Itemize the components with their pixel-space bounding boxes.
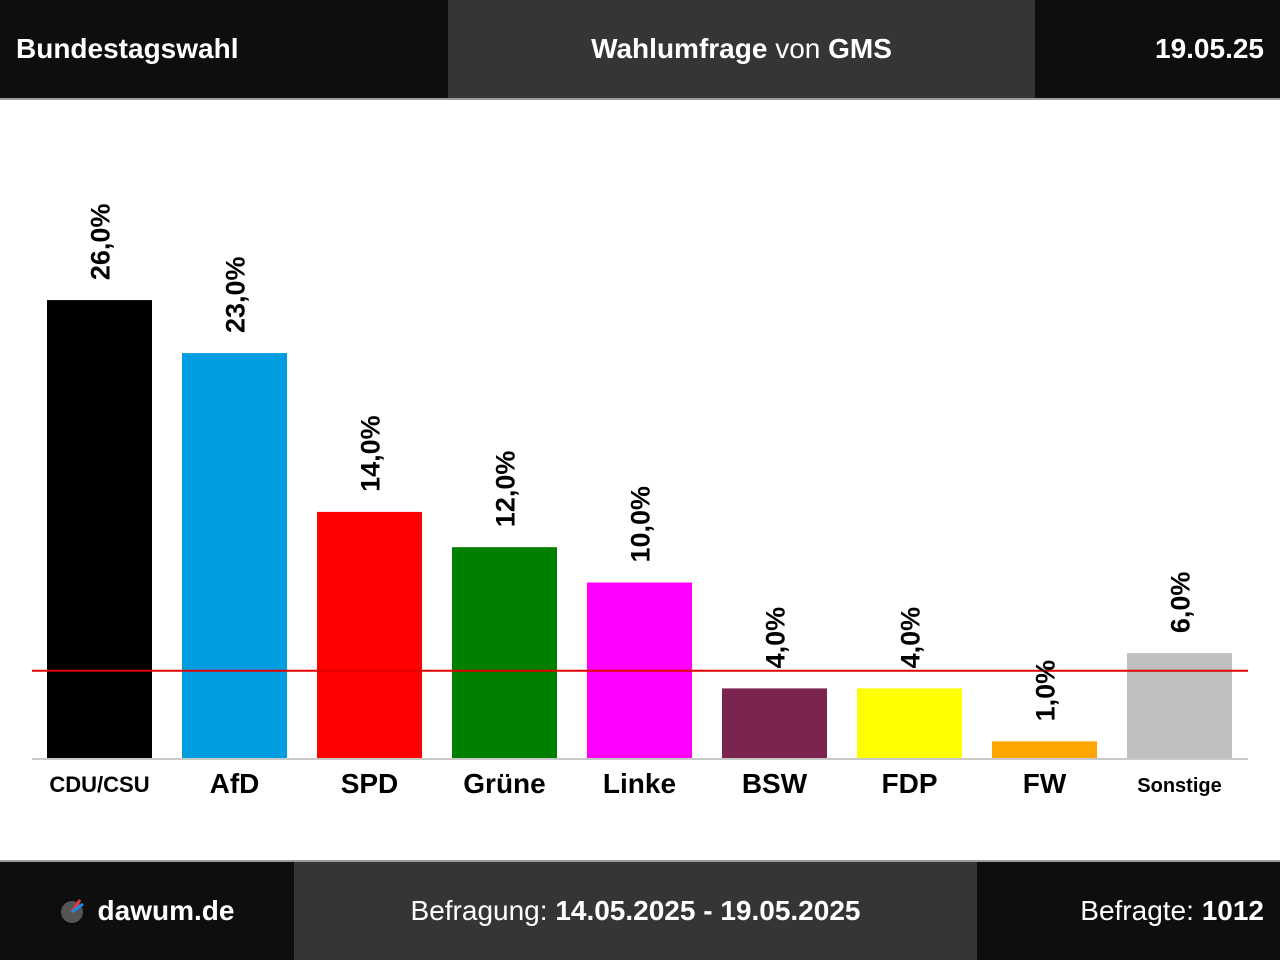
bar-afd xyxy=(182,353,287,759)
category-label-fw: FW xyxy=(1023,768,1067,799)
value-label-spd: 14,0% xyxy=(356,415,386,492)
poll-title-bold-1: Wahlumfrage xyxy=(591,33,768,64)
respondents-label: Befragte: xyxy=(1080,895,1194,926)
value-label-afd: 23,0% xyxy=(221,256,251,333)
logo[interactable]: dawum.de xyxy=(0,862,294,960)
value-label-cdu-csu: 26,0% xyxy=(86,204,116,281)
respondents-value: 1012 xyxy=(1201,895,1264,926)
category-label-cdu-csu: CDU/CSU xyxy=(49,772,149,797)
poll-title: Wahlumfrage von GMS xyxy=(448,0,1035,98)
category-label-fdp: FDP xyxy=(882,768,938,799)
bar-cdu-csu xyxy=(47,300,152,759)
category-label-sonstige: Sonstige xyxy=(1137,775,1221,797)
value-label-fw: 1,0% xyxy=(1031,660,1061,722)
poll-date: 19.05.25 xyxy=(1035,0,1280,98)
bar-gr-ne xyxy=(452,547,557,759)
value-label-linke: 10,0% xyxy=(626,486,656,563)
dawum-logo-icon xyxy=(60,898,86,924)
bar-sonstige xyxy=(1127,653,1232,759)
footer-bar: dawum.de Befragung: 14.05.2025 - 19.05.2… xyxy=(0,860,1280,960)
bar-fw xyxy=(992,741,1097,759)
category-label-bsw: BSW xyxy=(742,768,808,799)
survey-period-value: 14.05.2025 - 19.05.2025 xyxy=(555,895,861,926)
logo-text: dawum.de xyxy=(97,895,235,926)
category-label-spd: SPD xyxy=(341,768,399,799)
value-label-fdp: 4,0% xyxy=(896,607,926,669)
bar-spd xyxy=(317,511,422,759)
poll-title-normal: von xyxy=(775,33,821,64)
category-label-linke: Linke xyxy=(603,768,676,799)
election-title: Bundestagswahl xyxy=(0,0,448,98)
header-bar: Bundestagswahl Wahlumfrage von GMS 19.05… xyxy=(0,0,1280,100)
value-label-bsw: 4,0% xyxy=(761,607,791,669)
pollster-name: GMS xyxy=(828,33,892,64)
category-label-gr-ne: Grüne xyxy=(463,768,545,799)
value-label-sonstige: 6,0% xyxy=(1166,572,1196,634)
category-label-afd: AfD xyxy=(210,768,260,799)
labels-group: 26,0% CDU/CSU 23,0% AfD 14,0% SPD 12,0% Grüne 10… xyxy=(49,204,1221,799)
bar-bsw xyxy=(722,688,827,759)
value-label-gr-ne: 12,0% xyxy=(491,451,521,528)
bar-fdp xyxy=(857,688,962,759)
survey-period: Befragung: 14.05.2025 - 19.05.2025 xyxy=(294,862,977,960)
survey-period-label: Befragung: xyxy=(410,895,548,926)
respondents: Befragte: 1012 xyxy=(977,862,1280,960)
bar-chart: 26,0% CDU/CSU 23,0% AfD 14,0% SPD 12,0% Grüne 10… xyxy=(32,204,1248,799)
